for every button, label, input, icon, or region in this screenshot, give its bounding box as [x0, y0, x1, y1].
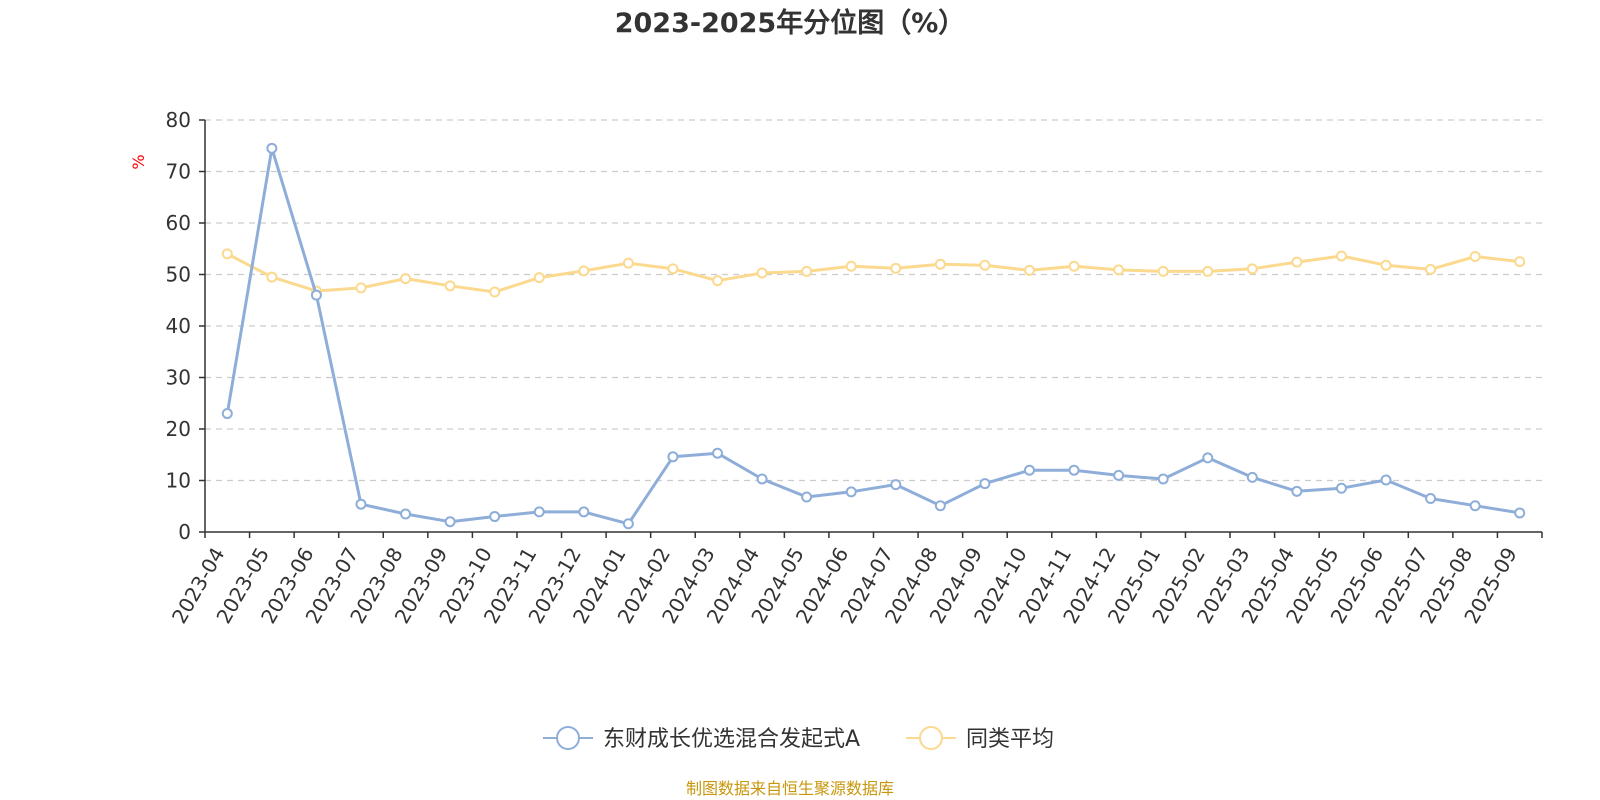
data-point[interactable]: [221, 408, 233, 420]
legend-marker: [919, 726, 943, 750]
data-point[interactable]: [1157, 265, 1169, 277]
data-point[interactable]: [1380, 474, 1392, 486]
legend-label: 同类平均: [966, 727, 1054, 752]
data-point[interactable]: [1113, 264, 1125, 276]
data-point[interactable]: [1514, 507, 1526, 519]
data-point[interactable]: [712, 275, 724, 287]
data-point[interactable]: [979, 478, 991, 490]
data-point[interactable]: [355, 282, 367, 294]
data-point[interactable]: [489, 511, 501, 523]
data-point[interactable]: [934, 258, 946, 270]
series-layer: [221, 142, 1526, 530]
y-tick-label: 10: [166, 469, 191, 493]
legend-item-0[interactable]: 东财成长优选混合发起式A: [543, 726, 860, 752]
data-point[interactable]: [1335, 250, 1347, 262]
data-point[interactable]: [1113, 469, 1125, 481]
data-point[interactable]: [1246, 471, 1258, 483]
data-point[interactable]: [400, 508, 412, 520]
legend-item-1[interactable]: 同类平均: [906, 726, 1054, 752]
data-point[interactable]: [1246, 263, 1258, 275]
y-tick-label: 40: [166, 314, 191, 338]
data-point[interactable]: [533, 272, 545, 284]
data-point[interactable]: [1425, 263, 1437, 275]
axes: 010203040506070802023-042023-052023-0620…: [166, 108, 1543, 628]
data-point[interactable]: [1023, 464, 1035, 476]
data-point[interactable]: [756, 473, 768, 485]
data-point[interactable]: [1068, 260, 1080, 272]
y-tick-label: 70: [166, 160, 191, 184]
data-point[interactable]: [1023, 264, 1035, 276]
data-point[interactable]: [622, 518, 634, 530]
data-point[interactable]: [400, 273, 412, 285]
data-point[interactable]: [845, 260, 857, 272]
data-point[interactable]: [1202, 452, 1214, 464]
data-point[interactable]: [801, 265, 813, 277]
series-0: [221, 142, 1526, 530]
chart-title: 2023-2025年分位图（%）: [615, 7, 966, 39]
data-point[interactable]: [310, 289, 322, 301]
data-point[interactable]: [444, 516, 456, 528]
data-point[interactable]: [1514, 256, 1526, 268]
data-point[interactable]: [756, 267, 768, 279]
data-point[interactable]: [845, 486, 857, 498]
data-point[interactable]: [667, 451, 679, 463]
data-point[interactable]: [1469, 250, 1481, 262]
data-point[interactable]: [355, 498, 367, 510]
data-point[interactable]: [221, 248, 233, 260]
data-point[interactable]: [444, 280, 456, 292]
data-point[interactable]: [1425, 493, 1437, 505]
data-point[interactable]: [712, 447, 724, 459]
data-point[interactable]: [667, 263, 679, 275]
data-point[interactable]: [266, 142, 278, 154]
data-point[interactable]: [578, 506, 590, 518]
data-point[interactable]: [890, 262, 902, 274]
data-point[interactable]: [266, 271, 278, 283]
y-tick-label: 30: [166, 366, 191, 390]
data-point[interactable]: [1202, 265, 1214, 277]
data-point[interactable]: [1291, 256, 1303, 268]
series-1: [221, 248, 1526, 298]
grid-lines: [205, 119, 1542, 482]
data-point[interactable]: [533, 506, 545, 518]
data-point[interactable]: [578, 265, 590, 277]
data-point[interactable]: [890, 479, 902, 491]
series-line: [226, 252, 1520, 294]
data-point[interactable]: [934, 500, 946, 512]
y-tick-label: 60: [166, 211, 191, 235]
legend-label: 东财成长优选混合发起式A: [603, 727, 860, 752]
series-line: [225, 146, 1520, 526]
data-point[interactable]: [801, 491, 813, 503]
data-point[interactable]: [1380, 259, 1392, 271]
data-point[interactable]: [489, 286, 501, 298]
data-point[interactable]: [1068, 464, 1080, 476]
y-tick-label: 80: [166, 108, 191, 132]
data-point[interactable]: [979, 259, 991, 271]
data-point[interactable]: [1291, 485, 1303, 497]
data-point[interactable]: [622, 257, 634, 269]
y-axis-unit: %: [129, 154, 148, 169]
data-point[interactable]: [1469, 500, 1481, 512]
y-tick-label: 50: [166, 263, 191, 287]
legend[interactable]: 东财成长优选混合发起式A 同类平均: [543, 726, 1054, 752]
y-tick-label: 20: [166, 417, 191, 441]
legend-marker: [556, 726, 580, 750]
data-source-note: 制图数据来自恒生聚源数据库: [686, 779, 894, 798]
data-point[interactable]: [1157, 473, 1169, 485]
data-point[interactable]: [1335, 482, 1347, 494]
y-tick-label: 0: [178, 520, 191, 544]
